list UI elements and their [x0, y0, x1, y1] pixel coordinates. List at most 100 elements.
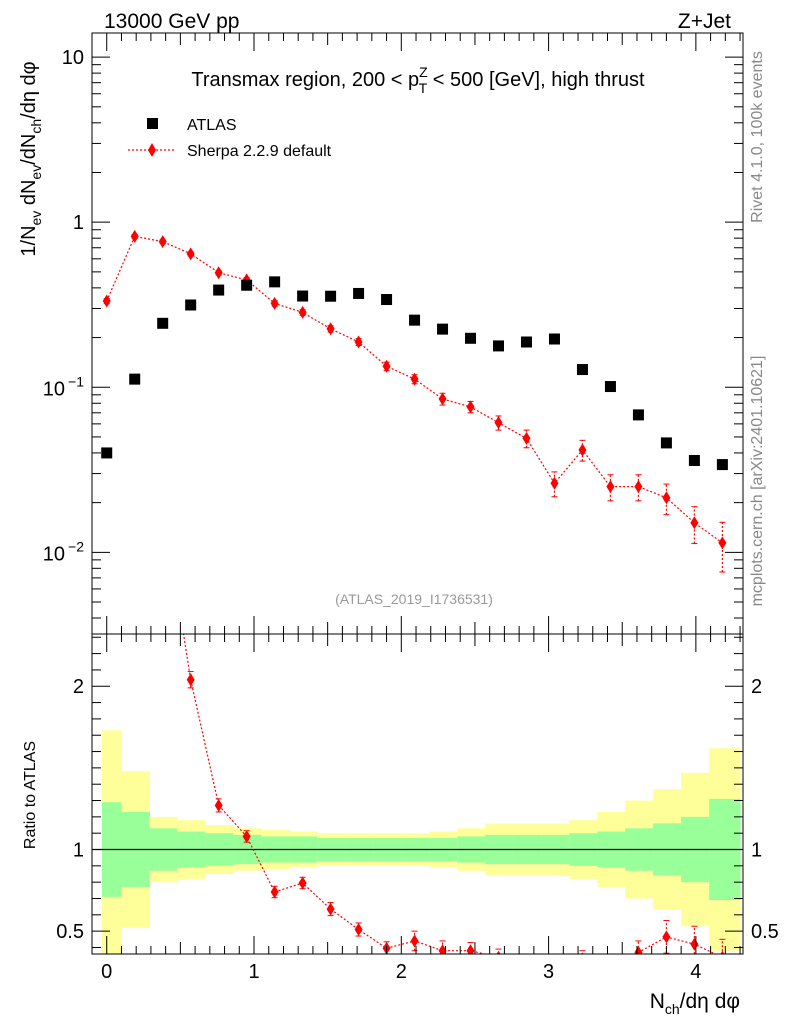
main-plot-background	[92, 33, 743, 634]
atlas-point	[241, 279, 253, 291]
atlas-point	[632, 409, 644, 421]
atlas-point	[185, 299, 197, 311]
sherpa-point	[634, 480, 643, 494]
atlas-point	[520, 336, 532, 348]
ratio-sherpa-point	[690, 937, 699, 951]
main-y-tick-label: 10	[62, 47, 84, 69]
sherpa-point	[550, 476, 559, 490]
x-tick-label: 2	[396, 961, 407, 983]
header-left-label: 13000 GeV pp	[104, 10, 239, 33]
atlas-point	[604, 381, 616, 393]
ratio-sherpa-point	[298, 876, 307, 890]
x-tick-label: 0	[101, 961, 112, 983]
sherpa-point	[606, 480, 615, 494]
sherpa-point	[354, 335, 363, 349]
ratio-sherpa-point	[606, 965, 614, 978]
ratio-sherpa-point	[410, 934, 419, 948]
ratio-sherpa-point	[270, 885, 279, 899]
atlas-point	[381, 294, 393, 306]
atlas-point	[465, 332, 477, 344]
atlas-point	[269, 276, 281, 288]
x-axis-label: Nch/dη dφ	[650, 990, 740, 1017]
ratio-sherpa-point	[186, 673, 195, 687]
ratio-sherpa-point	[438, 944, 447, 954]
sherpa-point	[326, 322, 335, 336]
x-tick-label: 3	[543, 961, 554, 983]
ratio-y-tick-label-right: 2	[751, 676, 762, 698]
sherpa-point	[102, 294, 111, 308]
title-post: < 500 [GeV], high thrust	[427, 69, 645, 91]
ratio-plot-area	[92, 634, 743, 954]
legend-atlas-marker	[147, 118, 158, 129]
sherpa-point	[494, 416, 503, 430]
main-plot-marks	[101, 229, 728, 573]
ratio-y-axis-label: Ratio to ATLAS	[22, 741, 39, 849]
atlas-point	[716, 459, 728, 471]
sherpa-point	[130, 229, 139, 243]
atlas-point	[101, 447, 113, 459]
sherpa-point	[186, 247, 195, 261]
main-y-tick-label: 1	[73, 212, 84, 234]
atlas-point	[157, 317, 169, 329]
atlas-point	[576, 364, 588, 376]
atlas-point	[213, 284, 225, 296]
title-sub: T	[419, 80, 428, 96]
atlas-point	[129, 373, 141, 385]
atlas-point	[660, 437, 672, 449]
ratio-sherpa-point	[354, 923, 363, 937]
ratio-sherpa-point	[214, 798, 223, 812]
ratio-sherpa-point	[634, 945, 643, 954]
ratio-sherpa-point	[242, 829, 251, 843]
ratio-sherpa-point	[720, 950, 725, 954]
ratio-y-tick-label: 1	[73, 840, 84, 862]
header-right-label: Z+Jet	[678, 10, 731, 33]
sherpa-point	[578, 443, 587, 457]
atlas-point	[325, 290, 337, 302]
legend-sherpa-label: Sherpa 2.2.9 default	[187, 143, 332, 160]
main-y-tick-label: 10	[43, 543, 65, 565]
x-tick-label: 4	[690, 961, 701, 983]
ratio-plot-axes: 2 2 1 1 0.5 0.5 0 1 2 3 4	[56, 633, 779, 983]
main-y-tick-exponent: −2	[68, 538, 84, 554]
ratio-sherpa-point	[662, 930, 671, 944]
title-pre: Transmax region, 200 < p	[191, 69, 419, 91]
rivet-version-label: Rivet 4.1.0, 100k events	[749, 51, 766, 223]
ratio-sherpa-point	[326, 902, 335, 916]
main-plot-title: Transmax region, 200 < pZ T < 500 [GeV], …	[191, 64, 645, 96]
mcplots-source-label: mcplots.cern.ch [arXiv:2401.10621]	[749, 356, 766, 607]
ratio-sherpa-point	[522, 964, 530, 977]
main-y-tick-exponent: −1	[68, 373, 84, 389]
main-y-tick-label: 10	[43, 378, 65, 400]
main-y-axis-label: 1/Nev dNev/dNch/dη dφ	[18, 61, 44, 256]
ratio-sherpa-point	[496, 950, 501, 954]
sherpa-point	[158, 235, 167, 249]
legend-atlas-label: ATLAS	[187, 117, 237, 134]
sherpa-point	[214, 266, 223, 280]
sherpa-point	[270, 296, 279, 310]
ratio-plot-background	[92, 634, 743, 954]
ratio-sherpa-point	[466, 944, 475, 954]
atlas-point	[297, 290, 309, 302]
main-plot-area	[92, 33, 743, 634]
sherpa-point	[522, 431, 531, 445]
title-sup: Z	[419, 64, 428, 80]
legend-sherpa-marker	[148, 143, 156, 157]
sherpa-point	[718, 536, 727, 550]
sherpa-point	[662, 491, 671, 505]
ratio-plot-marks	[92, 634, 743, 997]
atlas-point	[437, 323, 449, 335]
sherpa-point	[298, 305, 307, 319]
ratio-sherpa-point	[550, 984, 558, 997]
atlas-point	[353, 287, 365, 299]
analysis-id-label: (ATLAS_2019_I1736531)	[335, 591, 493, 607]
atlas-point	[493, 340, 505, 352]
ratio-y-tick-label-right: 1	[751, 840, 762, 862]
legend: ATLAS Sherpa 2.2.9 default	[128, 117, 332, 160]
sherpa-point	[382, 359, 391, 373]
ratio-y-tick-label-right: 0.5	[751, 921, 779, 943]
atlas-point	[548, 333, 560, 345]
atlas-point	[688, 454, 700, 466]
ratio-plot-frame	[91, 633, 744, 955]
